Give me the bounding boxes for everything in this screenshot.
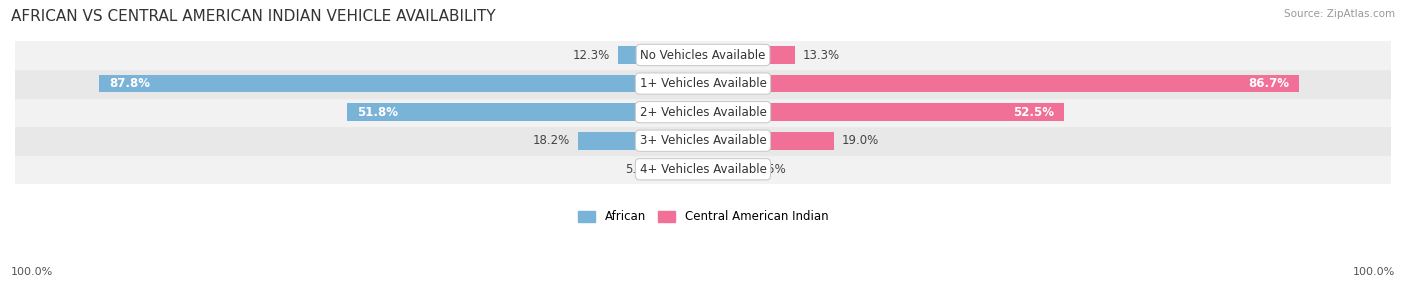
Bar <box>15 69 1391 98</box>
Text: 6.5%: 6.5% <box>756 163 786 176</box>
Text: AFRICAN VS CENTRAL AMERICAN INDIAN VEHICLE AVAILABILITY: AFRICAN VS CENTRAL AMERICAN INDIAN VEHIC… <box>11 9 496 23</box>
Text: 5.8%: 5.8% <box>626 163 655 176</box>
Legend: African, Central American Indian: African, Central American Indian <box>578 210 828 223</box>
Text: 13.3%: 13.3% <box>803 49 839 61</box>
Text: 86.7%: 86.7% <box>1249 77 1289 90</box>
Bar <box>703 160 748 178</box>
Text: 18.2%: 18.2% <box>533 134 569 147</box>
Bar <box>703 46 794 64</box>
Text: 2+ Vehicles Available: 2+ Vehicles Available <box>640 106 766 119</box>
Bar <box>15 155 1391 184</box>
Text: 1+ Vehicles Available: 1+ Vehicles Available <box>640 77 766 90</box>
Text: 19.0%: 19.0% <box>842 134 879 147</box>
Text: 51.8%: 51.8% <box>357 106 398 119</box>
Text: 87.8%: 87.8% <box>110 77 150 90</box>
Bar <box>98 75 703 92</box>
Text: 52.5%: 52.5% <box>1012 106 1054 119</box>
Text: 100.0%: 100.0% <box>11 267 53 277</box>
Bar <box>703 103 1064 121</box>
Bar <box>15 41 1391 69</box>
Text: No Vehicles Available: No Vehicles Available <box>640 49 766 61</box>
Text: 4+ Vehicles Available: 4+ Vehicles Available <box>640 163 766 176</box>
Bar <box>619 46 703 64</box>
Bar <box>347 103 703 121</box>
Bar <box>664 160 703 178</box>
Bar <box>578 132 703 150</box>
Bar <box>15 98 1391 126</box>
Text: Source: ZipAtlas.com: Source: ZipAtlas.com <box>1284 9 1395 19</box>
Text: 12.3%: 12.3% <box>572 49 610 61</box>
Bar <box>703 132 834 150</box>
Bar <box>15 126 1391 155</box>
Bar <box>703 75 1299 92</box>
Text: 3+ Vehicles Available: 3+ Vehicles Available <box>640 134 766 147</box>
Text: 100.0%: 100.0% <box>1353 267 1395 277</box>
